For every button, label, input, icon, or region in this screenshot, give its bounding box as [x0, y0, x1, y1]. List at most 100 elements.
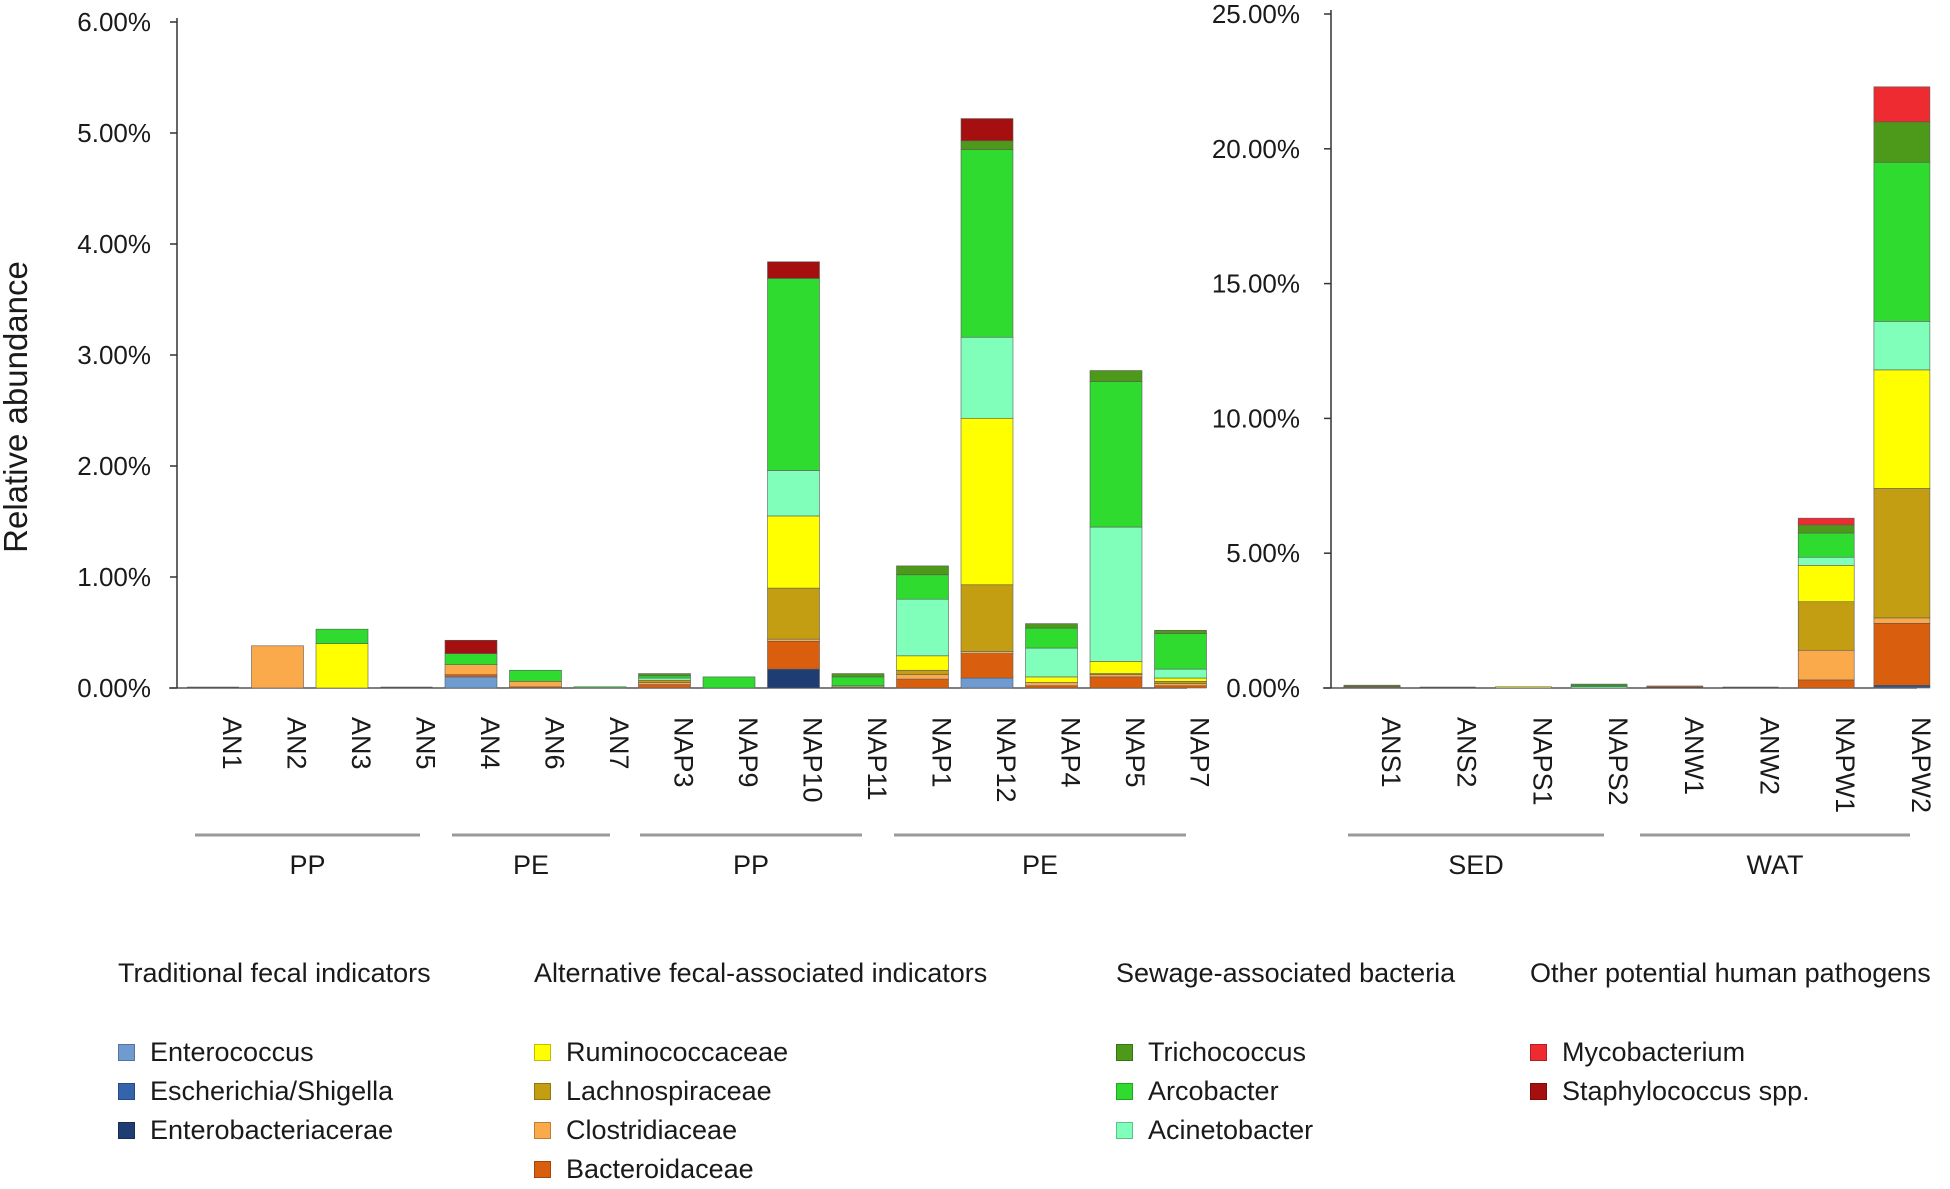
bar-segment-nap3-bacteroidaceae [638, 684, 691, 689]
bar-segment-an3-ruminococcaceae [315, 643, 369, 689]
group-label-pe: PE [513, 850, 549, 880]
bar-segment-napw1-acinetobacter [1797, 556, 1855, 566]
bar-segment-nap1-ruminococcaceae [896, 655, 949, 671]
y-tick-label: 3.00% [77, 340, 151, 370]
y-tick-label: 25.00% [1212, 0, 1300, 29]
bar-segment-nap7-clostridiaceae [1154, 683, 1207, 687]
x-tick-label-nap7: NAP7 [1185, 717, 1215, 788]
group-label-wat: WAT [1747, 850, 1804, 880]
bar-segment-nap4-trichococcus [1025, 623, 1078, 629]
bar-segment-nap3-acinetobacter [638, 677, 691, 681]
x-tick-label-nap5: NAP5 [1120, 717, 1150, 788]
y-tick-label: 15.00% [1212, 269, 1300, 299]
y-tick-label: 5.00% [1226, 538, 1300, 568]
bar-segment-an2-clostridiaceae [251, 645, 304, 689]
y-tick-label: 0.00% [1226, 673, 1300, 703]
bar-segment-an4-clostridiaceae [444, 664, 498, 675]
group-label-sed: SED [1448, 850, 1504, 880]
x-tick-label-ans2: ANS2 [1452, 717, 1482, 788]
bar-segment-nap10-enterobacteriacerae [767, 668, 820, 689]
x-tick-label-nap11: NAP11 [862, 717, 892, 801]
bar-segment-nap1-trichococcus [896, 565, 949, 576]
bar-segment-napw2-mycobacterium [1873, 86, 1931, 123]
bar-segment-nap12-clostridiaceae [960, 651, 1014, 654]
bar-segment-napw1-ruminococcaceae [1797, 565, 1855, 603]
chart-panel-right: 0.00% 5.00% 10.00% 15.00% 20.00% 25.00% ANS1 AN… [1212, 0, 1936, 880]
bar-segment-naps2-trichococcus [1570, 683, 1628, 686]
bar-segment-nap1-lachnospiraceae [896, 669, 949, 675]
bar-segment-nap10-acinetobacter [767, 470, 820, 517]
bar-segment-nap9-arcobacter [702, 676, 756, 689]
x-tick-label-an7: AN7 [604, 717, 634, 770]
bar-segment-an4-enterococcus [444, 676, 498, 689]
bar-segment-napw2-bacteroidaceae [1873, 622, 1931, 686]
bar-segment-nap5-clostridiaceae [1089, 674, 1143, 678]
y-tick-label: 1.00% [77, 562, 151, 592]
bar-segment-nap5-bacteroidaceae [1089, 676, 1143, 689]
bar-segment-napw2-clostridiaceae [1873, 617, 1931, 624]
bar-segment-an4-bacteroidaceae [444, 674, 498, 678]
bar-segment-nap4-bacteroidaceae [1025, 685, 1078, 689]
x-tick-label-an4: AN4 [475, 717, 505, 770]
bar-segment-napw1-lachnospiraceae [1797, 601, 1855, 651]
bar-segment-ans1-trichococcus [1343, 684, 1401, 687]
bar-segment-nap1-clostridiaceae [896, 674, 949, 680]
x-tick-label-nap4: NAP4 [1056, 717, 1086, 788]
x-tick-label-nap10: NAP10 [798, 717, 828, 803]
bar-segment-nap3-lachnospiraceae [638, 679, 691, 683]
x-tick-label-nap9: NAP9 [733, 717, 763, 788]
bar-segment-napw1-trichococcus [1797, 524, 1855, 534]
bar-segment-nap3-arcobacter [638, 675, 691, 679]
bar-segment-nap7-lachnospiraceae [1154, 681, 1207, 684]
chart-panel-left: 0.00% 1.00% 2.00% 3.00% 4.00% 5.00% 6.00% AN1 AN… [77, 7, 1214, 880]
bar-segment-napw2-lachnospiraceae [1873, 488, 1931, 619]
bar-segment-an6-clostridiaceae [509, 681, 562, 688]
bar-segment-nap5-arcobacter [1089, 381, 1143, 528]
bar-segment-nap4-clostridiaceae [1025, 682, 1078, 687]
bar-segment-nap3-trichococcus [638, 673, 691, 677]
x-tick-label-an3: AN3 [346, 717, 376, 770]
bar-segment-nap7-ruminococcaceae [1154, 677, 1207, 682]
x-tick-label-nap3: NAP3 [669, 717, 699, 788]
y-tick-label: 0.00% [77, 673, 151, 703]
bar-segment-nap5-acinetobacter [1089, 526, 1143, 662]
bar-segment-napw1-bacteroidaceae [1797, 679, 1855, 689]
x-tick-label-anw2: ANW2 [1755, 717, 1785, 795]
bar-segment-nap12-staphylococcus-spp [960, 118, 1014, 142]
bar-segment-nap1-arcobacter [896, 574, 949, 600]
bar-segment-nap12-lachnospiraceae [960, 584, 1014, 652]
group-label-pp: PP [733, 850, 769, 880]
bar-segment-nap12-arcobacter [960, 149, 1014, 338]
y-tick-label: 2.00% [77, 451, 151, 481]
x-tick-label-nap12: NAP12 [991, 717, 1021, 803]
bar-segment-nap12-bacteroidaceae [960, 653, 1014, 679]
x-tick-label-naps2: NAPS2 [1603, 717, 1633, 806]
bar-segment-nap7-bacteroidaceae [1154, 685, 1207, 689]
x-tick-label-an5: AN5 [411, 717, 441, 770]
y-tick-label: 6.00% [77, 7, 151, 37]
bar-segment-nap7-acinetobacter [1154, 668, 1207, 679]
bar-segment-nap7-arcobacter [1154, 633, 1207, 670]
bar-segment-nap7-trichococcus [1154, 629, 1207, 634]
bar-segment-nap10-ruminococcaceae [767, 515, 820, 589]
bar-segment-nap10-clostridiaceae [767, 638, 820, 642]
bar-segment-anw1-bacteroidaceae [1646, 685, 1704, 688]
bar-segment-nap10-arcobacter [767, 278, 820, 471]
bar-segment-nap4-acinetobacter [1025, 647, 1078, 678]
bar-segment-nap5-trichococcus [1089, 370, 1143, 382]
bar-segment-nap10-lachnospiraceae [767, 587, 820, 640]
bar-segment-nap12-trichococcus [960, 140, 1014, 150]
bar-segment-an7-arcobacter [573, 686, 627, 689]
y-tick-label: 20.00% [1212, 134, 1300, 164]
y-axis-label: Relative abundance [0, 261, 34, 553]
x-tick-label-nap1: NAP1 [927, 717, 957, 788]
y-tick-label: 10.00% [1212, 403, 1300, 433]
y-tick-label: 4.00% [77, 229, 151, 259]
x-tick-label-an2: AN2 [282, 717, 312, 770]
bar-segment-nap12-ruminococcaceae [960, 417, 1014, 586]
bar-segment-napw1-arcobacter [1797, 532, 1855, 558]
bar-segment-napw2-ruminococcaceae [1873, 369, 1931, 489]
bar-segment-nap11-trichococcus [831, 673, 885, 678]
group-label-pe: PE [1022, 850, 1058, 880]
